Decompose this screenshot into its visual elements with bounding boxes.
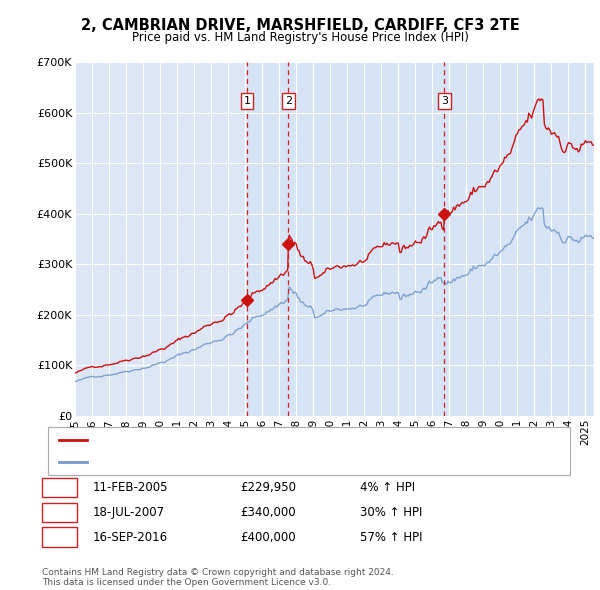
Text: 30% ↑ HPI: 30% ↑ HPI bbox=[360, 506, 422, 519]
Text: 2: 2 bbox=[285, 96, 292, 106]
Text: Contains HM Land Registry data © Crown copyright and database right 2024.: Contains HM Land Registry data © Crown c… bbox=[42, 568, 394, 577]
Text: £400,000: £400,000 bbox=[240, 531, 296, 544]
Bar bbox=[445, 62, 594, 416]
Text: Price paid vs. HM Land Registry's House Price Index (HPI): Price paid vs. HM Land Registry's House … bbox=[131, 31, 469, 44]
Text: 16-SEP-2016: 16-SEP-2016 bbox=[93, 531, 168, 544]
Text: 3: 3 bbox=[55, 531, 64, 544]
Bar bbox=[289, 62, 445, 416]
Text: HPI: Average price, detached house, Newport: HPI: Average price, detached house, Newp… bbox=[91, 457, 328, 467]
Text: 1: 1 bbox=[244, 96, 251, 106]
Text: 11-FEB-2005: 11-FEB-2005 bbox=[93, 481, 169, 494]
Text: 2, CAMBRIAN DRIVE, MARSHFIELD, CARDIFF, CF3 2TE (detached house): 2, CAMBRIAN DRIVE, MARSHFIELD, CARDIFF, … bbox=[91, 435, 463, 445]
Text: 57% ↑ HPI: 57% ↑ HPI bbox=[360, 531, 422, 544]
Text: This data is licensed under the Open Government Licence v3.0.: This data is licensed under the Open Gov… bbox=[42, 578, 331, 587]
Text: 18-JUL-2007: 18-JUL-2007 bbox=[93, 506, 165, 519]
Text: £229,950: £229,950 bbox=[240, 481, 296, 494]
Text: 2: 2 bbox=[55, 506, 64, 519]
Text: 4% ↑ HPI: 4% ↑ HPI bbox=[360, 481, 415, 494]
Text: 3: 3 bbox=[441, 96, 448, 106]
Text: 2, CAMBRIAN DRIVE, MARSHFIELD, CARDIFF, CF3 2TE: 2, CAMBRIAN DRIVE, MARSHFIELD, CARDIFF, … bbox=[80, 18, 520, 32]
Text: 1: 1 bbox=[55, 481, 64, 494]
Text: £340,000: £340,000 bbox=[240, 506, 296, 519]
Bar bbox=[247, 62, 289, 416]
